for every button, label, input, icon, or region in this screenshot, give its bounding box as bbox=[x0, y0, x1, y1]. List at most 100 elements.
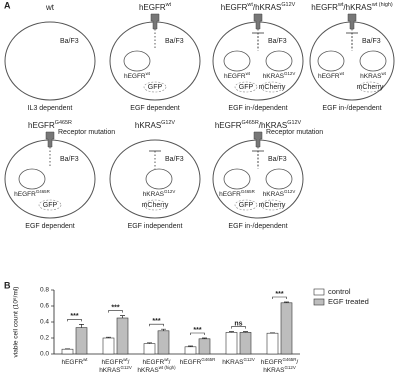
reporter-label: mCherry bbox=[259, 84, 286, 91]
text-part: hEGFR bbox=[219, 191, 241, 198]
superscript: G465R bbox=[282, 357, 296, 362]
panel-label: B bbox=[4, 280, 11, 290]
superscript: G12V bbox=[281, 2, 295, 8]
text-part: /hKRAS bbox=[343, 3, 371, 12]
error-bar bbox=[188, 345, 193, 347]
cell-title: hKRASG12V bbox=[135, 120, 176, 130]
superscript: wt bbox=[164, 357, 169, 362]
superscript: wt bbox=[123, 357, 128, 362]
y-axis-label: viable cell count (10⁶/ml) bbox=[13, 287, 20, 358]
x-tick-label: hEGFRwt/ bbox=[143, 357, 171, 366]
text-part: / bbox=[128, 359, 130, 366]
phenotype: EGF dependent bbox=[25, 223, 74, 230]
significance-label: *** bbox=[111, 304, 119, 311]
phenotype: EGF dependent bbox=[130, 105, 179, 112]
gene-label: hEGFRwt bbox=[318, 71, 345, 80]
reporter-label: mCherry bbox=[142, 202, 169, 209]
text-part: /hKRAS bbox=[259, 121, 287, 130]
mutation-label: Receptor mutation bbox=[58, 129, 115, 136]
legend-label: control bbox=[328, 287, 351, 296]
cell-line: Ba/F3 bbox=[60, 38, 79, 45]
y-tick-label: 0.0 bbox=[40, 351, 49, 358]
error-bar bbox=[229, 331, 234, 333]
cell-title: hEGFRwt/hKRASG12V bbox=[221, 2, 296, 12]
significance-bracket bbox=[149, 323, 164, 327]
cell-title: hEGFRwt bbox=[139, 2, 172, 12]
bar bbox=[280, 302, 293, 355]
receptor bbox=[253, 131, 263, 148]
text-part: hKRAS bbox=[135, 121, 161, 130]
cell-line: Ba/F3 bbox=[165, 156, 184, 163]
significance-bracket bbox=[272, 296, 287, 299]
reporter-label: GFP bbox=[148, 84, 163, 91]
x-tick-label: hEGFRwt/ bbox=[102, 357, 130, 366]
nucleus bbox=[223, 50, 251, 72]
reporter-label: GFP bbox=[239, 202, 254, 209]
text-part: /hKRAS bbox=[253, 3, 281, 12]
superscript: G12V bbox=[121, 365, 132, 370]
reporter-outline bbox=[143, 81, 167, 93]
error-bar bbox=[243, 331, 248, 333]
significance-label: ns bbox=[234, 320, 242, 327]
text-part: hKRAS bbox=[263, 367, 285, 374]
bar bbox=[266, 332, 279, 355]
superscript: wt (high) bbox=[159, 365, 176, 370]
gene-label: hEGFRwt bbox=[124, 71, 151, 80]
y-tick-label: 0.2 bbox=[40, 335, 49, 342]
bar bbox=[116, 317, 129, 355]
reporter-label: GFP bbox=[43, 202, 58, 209]
significance-bracket bbox=[190, 332, 205, 335]
text-part: hKRAS bbox=[143, 191, 165, 198]
x-tick-label: hEGFRwt bbox=[61, 357, 88, 366]
receptor bbox=[253, 13, 263, 30]
superscript: G465R bbox=[242, 120, 259, 126]
superscript: wt bbox=[340, 71, 345, 76]
cell-line: Ba/F3 bbox=[60, 156, 79, 163]
text-part: hEGFR bbox=[221, 3, 248, 12]
text-part: hKRAS bbox=[263, 73, 285, 80]
bar bbox=[102, 337, 115, 355]
superscript: G12V bbox=[164, 189, 175, 194]
error-bar bbox=[202, 337, 207, 339]
significance-bracket bbox=[67, 319, 82, 322]
legend-label: EGF treated bbox=[328, 297, 369, 306]
x-tick-label: hKRASG12V bbox=[222, 357, 255, 366]
bar bbox=[239, 332, 252, 355]
receptor bbox=[45, 131, 55, 148]
superscript: wt bbox=[337, 2, 344, 8]
nucleus bbox=[265, 50, 293, 72]
error-bar bbox=[284, 301, 289, 303]
nucleus bbox=[123, 50, 151, 72]
reporter-label: mCherry bbox=[259, 202, 286, 209]
significance-label: *** bbox=[152, 318, 160, 325]
text-part: hEGFR bbox=[311, 3, 338, 12]
legend-swatch bbox=[313, 288, 325, 296]
y-tick-label: 0.8 bbox=[40, 287, 49, 294]
reporter-outline bbox=[143, 199, 167, 211]
gene-label: hEGFRG465R bbox=[14, 189, 50, 198]
text-part: hKRAS bbox=[99, 367, 121, 374]
cell-membrane bbox=[4, 21, 96, 101]
bar bbox=[143, 343, 156, 355]
phenotype: IL3 dependent bbox=[28, 105, 73, 112]
x-tick-label: hKRASG12V bbox=[99, 365, 132, 374]
superscript: G465R bbox=[241, 189, 255, 194]
phenotype: EGF in-/dependent bbox=[228, 223, 287, 230]
reporter-label: mCherry bbox=[357, 84, 384, 91]
superscript: G12V bbox=[285, 365, 296, 370]
reporter-outline bbox=[38, 199, 62, 211]
gene-label: hKRASG12V bbox=[263, 189, 296, 198]
superscript: G465R bbox=[201, 357, 215, 362]
text-part: hEGFR bbox=[318, 73, 340, 80]
text-part: hKRAS bbox=[137, 367, 159, 374]
error-bar bbox=[161, 328, 166, 331]
cell-title: hEGFRwt/hKRASwt (high) bbox=[311, 2, 393, 12]
significance-label: *** bbox=[70, 313, 78, 320]
nucleus bbox=[223, 168, 251, 190]
text-part: hEGFR bbox=[102, 359, 124, 366]
cell-line: Ba/F3 bbox=[165, 38, 184, 45]
significance-bracket bbox=[108, 310, 123, 313]
text-part: wt bbox=[45, 3, 55, 12]
text-part: hEGFR bbox=[139, 3, 166, 12]
